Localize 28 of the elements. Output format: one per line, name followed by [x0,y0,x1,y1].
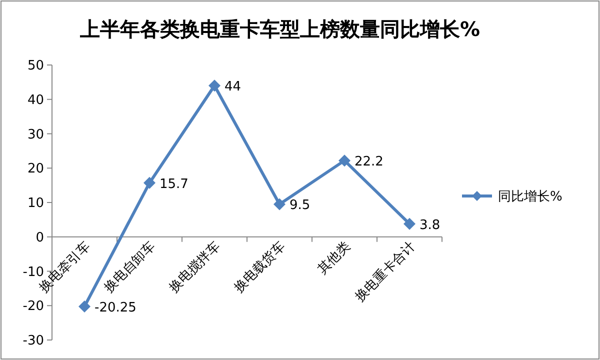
legend-label: 同比增长% [498,190,562,205]
data-label: 9.5 [290,198,310,214]
y-tick-label: -30 [22,334,44,349]
y-tick-label: -20 [22,299,44,314]
point [404,218,416,230]
point [208,80,220,92]
y-tick-label: 50 [27,58,44,74]
data-label: -20.25 [94,300,136,316]
y-tick-label: 10 [27,196,44,212]
y-tick-label: 40 [27,92,44,108]
x-tick-label: 换电重卡合计 [352,239,418,305]
point [338,154,350,167]
point [78,300,90,312]
data-label: 15.7 [160,176,188,192]
y-tick-label: 20 [27,162,44,177]
point [274,198,286,210]
x-tick-label: 换电载货车 [232,239,288,296]
x-tick-label: 其他类 [315,239,354,278]
data-label: 22.2 [354,154,384,170]
point [144,176,156,189]
y-tick-label: 30 [27,127,44,142]
x-tick-label: 换电自卸车 [102,239,158,296]
y-tick-label: -10 [22,264,44,280]
y-tick-label: 0 [36,230,44,246]
x-tick-label: 换电搅拌车 [166,239,224,296]
data-label: 3.8 [420,218,440,233]
chart-title: 上半年各类换电重卡车型上榜数量同比增长% [78,17,480,41]
data-label: 44 [224,80,242,95]
